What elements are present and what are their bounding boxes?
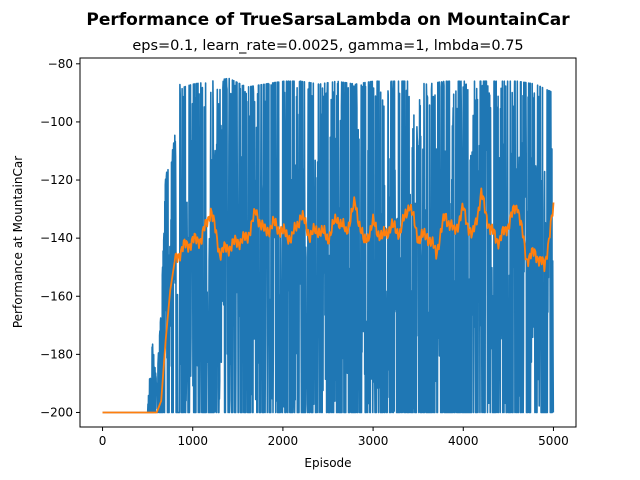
x-tick-label: 3000 <box>358 434 389 448</box>
series-layer <box>102 77 555 414</box>
y-tick-label: −100 <box>40 115 73 129</box>
plot-frame <box>79 57 577 428</box>
y-tick-label: −120 <box>40 173 73 187</box>
series-line-raw <box>102 77 555 414</box>
series-line-average <box>102 187 555 414</box>
x-tick-label: 1000 <box>177 434 208 448</box>
chart-title: Performance of TrueSarsaLambda on Mounta… <box>86 10 570 30</box>
y-tick-label: −80 <box>48 57 73 71</box>
x-tick-label: 4000 <box>448 434 479 448</box>
x-axis: 0 1000 2000 3000 4000 5000 <box>99 427 569 448</box>
x-axis-label: Episode <box>304 456 351 470</box>
x-tick-label: 5000 <box>538 434 569 448</box>
x-tick-label: 2000 <box>268 434 299 448</box>
y-tick-label: −160 <box>40 289 73 303</box>
y-tick-label: −140 <box>40 231 73 245</box>
y-axis-label: Performance at MountainCar <box>11 156 25 328</box>
x-tick-label: 0 <box>99 434 107 448</box>
chart-subtitle: eps=0.1, learn_rate=0.0025, gamma=1, lmb… <box>132 38 523 54</box>
y-tick-label: −180 <box>40 347 73 361</box>
y-tick-label: −200 <box>40 405 73 419</box>
y-axis: −200 −180 −160 −140 −120 −100 −80 <box>40 57 80 419</box>
